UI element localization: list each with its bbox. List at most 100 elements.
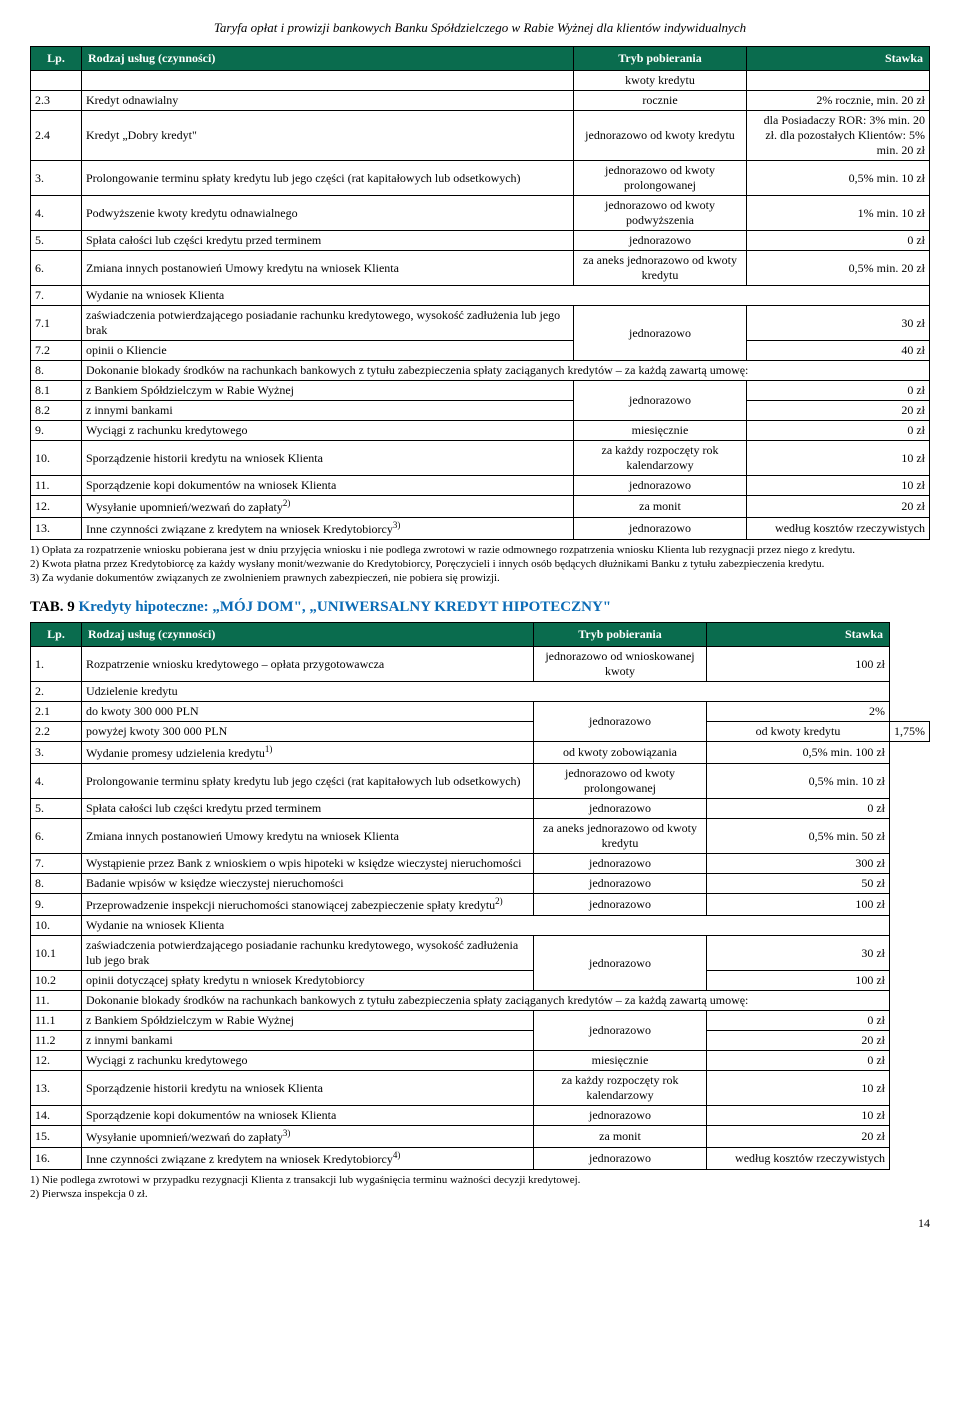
cell-stawka: 10 zł: [707, 1071, 890, 1106]
cell-tryb: jednorazowo od kwoty podwyższenia: [574, 196, 747, 231]
cell-lp: 2.4: [31, 111, 82, 161]
table-row: 2.1do kwoty 300 000 PLNjednorazowo2%: [31, 702, 930, 722]
cell-lp: 3.: [31, 161, 82, 196]
table-row: 2.2powyżej kwoty 300 000 PLN od kwoty kre…: [31, 722, 930, 742]
th-desc: Rodzaj usług (czynności): [82, 623, 534, 647]
cell-tryb: jednorazowo: [534, 799, 707, 819]
cell-stawka: według kosztów rzeczywistych: [747, 518, 930, 540]
cell-desc: zaświadczenia potwierdzającego posiadani…: [82, 306, 574, 341]
cell-tryb: od kwoty kredytu: [707, 722, 890, 742]
cell-tryb: za monit: [574, 496, 747, 518]
table-row: 10.1zaświadczenia potwierdzającego posia…: [31, 936, 930, 971]
table-row: 8.Badanie wpisów w księdze wieczystej ni…: [31, 874, 930, 894]
cell-lp: 12.: [31, 496, 82, 518]
th-lp: Lp.: [31, 623, 82, 647]
cell-stawka: 0 zł: [707, 1051, 890, 1071]
cell-tryb: jednorazowo: [534, 1106, 707, 1126]
footnote: 2) Pierwsza inspekcja 0 zł.: [30, 1188, 930, 1202]
table-row: 7.Wydanie na wniosek Klienta: [31, 286, 930, 306]
page-number: 14: [30, 1216, 930, 1231]
cell-lp: 4.: [31, 764, 82, 799]
cell-stawka: według kosztów rzeczywistych: [707, 1148, 890, 1170]
cell-desc: powyżej kwoty 300 000 PLN: [82, 722, 534, 742]
th-lp: Lp.: [31, 47, 82, 71]
cell-desc: Sporządzenie historii kredytu na wniosek…: [82, 1071, 534, 1106]
table-row: 9.Przeprowadzenie inspekcji nieruchomośc…: [31, 894, 930, 916]
cell-desc: Kredyt „Dobry kredyt": [82, 111, 574, 161]
cell-lp: 7.2: [31, 341, 82, 361]
table-row: 11.Dokonanie blokady środków na rachunka…: [31, 991, 930, 1011]
cell-lp: 2.1: [31, 702, 82, 722]
table-row: 14.Sporządzenie kopi dokumentów na wnios…: [31, 1106, 930, 1126]
cell-lp: 11.: [31, 991, 82, 1011]
table-row: 5.Spłata całości lub części kredytu prze…: [31, 799, 930, 819]
cell-desc: Kredyt odnawialny: [82, 91, 574, 111]
cell-stawka: dla Posiadaczy ROR: 3% min. 20 zł. dla p…: [747, 111, 930, 161]
table-row: 10.2opinii dotyczącej spłaty kredytu n w…: [31, 971, 930, 991]
cell-lp: 13.: [31, 1071, 82, 1106]
table-row: 4.Podwyższenie kwoty kredytu odnawialneg…: [31, 196, 930, 231]
cell-desc: Dokonanie blokady środków na rachunkach …: [82, 361, 930, 381]
cell-tryb: za każdy rozpoczęty rok kalendarzowy: [574, 441, 747, 476]
footnote: 2) Kwota płatna przez Kredytobiorcę za k…: [30, 558, 930, 572]
cell-desc: Badanie wpisów w księdze wieczystej nier…: [82, 874, 534, 894]
cell-desc: opinii o Kliencie: [82, 341, 574, 361]
cell-desc: Prolongowanie terminu spłaty kredytu lub…: [82, 161, 574, 196]
cell-lp: 3.: [31, 742, 82, 764]
th-tryb: Tryb pobierania: [534, 623, 707, 647]
cell-tryb: jednorazowo: [534, 1148, 707, 1170]
cell-tryb: jednorazowo: [534, 854, 707, 874]
cell-stawka: 0,5% min. 10 zł: [747, 161, 930, 196]
cell-stawka: 0 zł: [707, 799, 890, 819]
table-row: 7.1zaświadczenia potwierdzającego posiad…: [31, 306, 930, 341]
cell-lp: 16.: [31, 1148, 82, 1170]
cell-lp: 6.: [31, 251, 82, 286]
cell-desc: Podwyższenie kwoty kredytu odnawialnego: [82, 196, 574, 231]
cell-tryb: jednorazowo: [574, 231, 747, 251]
cell-stawka: 1,75%: [890, 722, 930, 742]
cell-lp: 5.: [31, 799, 82, 819]
cell-lp: 15.: [31, 1126, 82, 1148]
cell-lp: [31, 71, 82, 91]
cell-stawka: 2%: [707, 702, 890, 722]
cell-stawka: 0,5% min. 10 zł: [707, 764, 890, 799]
cell-desc: Zmiana innych postanowień Umowy kredytu …: [82, 819, 534, 854]
cell-lp: 10.: [31, 441, 82, 476]
section-title-tab9: TAB. 9 Kredyty hipoteczne: „MÓJ DOM", „U…: [30, 599, 930, 616]
cell-stawka: 30 zł: [747, 306, 930, 341]
cell-desc: do kwoty 300 000 PLN: [82, 702, 534, 722]
cell-desc: Wydanie promesy udzielenia kredytu1): [82, 742, 534, 764]
cell-stawka: 20 zł: [747, 496, 930, 518]
cell-desc: z Bankiem Spółdzielczym w Rabie Wyżnej: [82, 381, 574, 401]
cell-lp: 7.: [31, 286, 82, 306]
cell-lp: 7.: [31, 854, 82, 874]
footnotes-2: 1) Nie podlega zwrotowi w przypadku rezy…: [30, 1174, 930, 1202]
cell-tryb: za każdy rozpoczęty rok kalendarzowy: [534, 1071, 707, 1106]
cell-desc: Sporządzenie kopi dokumentów na wniosek …: [82, 1106, 534, 1126]
cell-lp: 2.2: [31, 722, 82, 742]
th-desc: Rodzaj usług (czynności): [82, 47, 574, 71]
cell-stawka: 10 zł: [747, 476, 930, 496]
section-prefix: TAB. 9: [30, 599, 78, 615]
cell-tryb: jednorazowo: [534, 702, 707, 742]
table-row: 8.Dokonanie blokady środków na rachunkac…: [31, 361, 930, 381]
cell-desc: z Bankiem Spółdzielczym w Rabie Wyżnej: [82, 1011, 534, 1031]
cell-tryb: jednorazowo: [574, 306, 747, 361]
cell-lp: 8.2: [31, 401, 82, 421]
cell-tryb: od kwoty zobowiązania: [534, 742, 707, 764]
table-row: 2.4Kredyt „Dobry kredyt"jednorazowo od k…: [31, 111, 930, 161]
cell-stawka: 20 zł: [747, 401, 930, 421]
table-row: 15.Wysyłanie upomnień/wezwań do zapłaty3…: [31, 1126, 930, 1148]
th-tryb: Tryb pobierania: [574, 47, 747, 71]
cell-tryb: jednorazowo: [574, 381, 747, 421]
table-row: 10.Wydanie na wniosek Klienta: [31, 916, 930, 936]
table-row: 16.Inne czynności związane z kredytem na…: [31, 1148, 930, 1170]
cell-desc: Przeprowadzenie inspekcji nieruchomości …: [82, 894, 534, 916]
cell-lp: 8.1: [31, 381, 82, 401]
cell-desc: Wystąpienie przez Bank z wnioskiem o wpi…: [82, 854, 534, 874]
table-row: 11.1z Bankiem Spółdzielczym w Rabie Wyżn…: [31, 1011, 930, 1031]
cell-desc: [82, 71, 574, 91]
footnote: 3) Za wydanie dokumentów związanych ze z…: [30, 572, 930, 586]
cell-desc: Inne czynności związane z kredytem na wn…: [82, 1148, 534, 1170]
cell-lp: 10.: [31, 916, 82, 936]
